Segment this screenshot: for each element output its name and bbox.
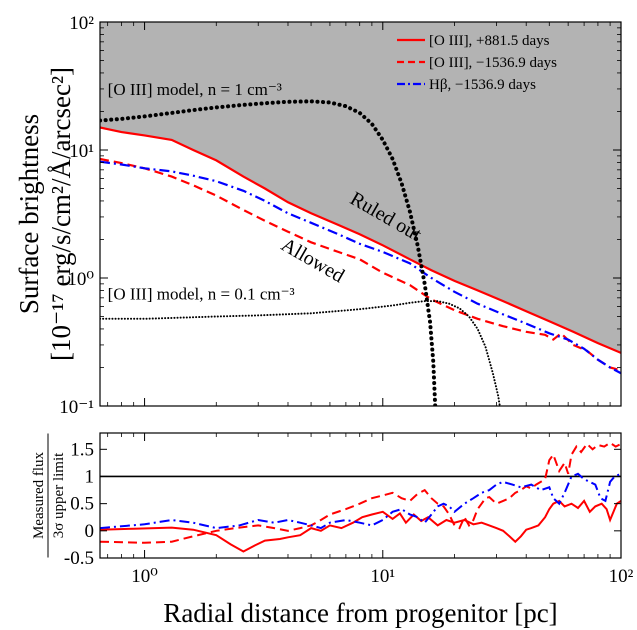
series-line-3 [100,99,438,406]
bot-ytick-label: 0 [85,521,95,542]
bot-xtick-label: 10⁰ [131,566,158,587]
series-line-4 [100,300,501,406]
ruled-out-region [100,22,621,353]
bottom-ylabel-numerator: Measured flux [31,451,47,539]
top-ytick-label: 10² [69,13,94,34]
bottom-ylabel-fraction: Measured flux 3σ upper limit [31,433,67,558]
legend-label-2: Hβ, −1536.9 days [429,77,536,93]
annotation-2: [O III] model, n = 1 cm⁻³ [108,80,282,99]
bot-ytick-label: 0.5 [70,494,94,515]
bot-xtick-label: 10¹ [370,566,395,587]
annotation-3: [O III] model, n = 0.1 cm⁻³ [108,284,295,303]
bot-xtick-label: 10² [609,566,634,587]
legend: [O III], +881.5 days [O III], −1536.9 day… [397,33,557,93]
bottom-axes-frame [99,432,622,559]
bottom-xlabel: Radial distance from progenitor [pc] [163,598,557,628]
top-ytick-label: 10¹ [69,141,94,162]
top-ytick-label: 10⁻¹ [59,397,94,418]
bot-ytick-label: -0.5 [64,548,94,569]
bottom-ylabel-denominator: 3σ upper limit [51,452,67,538]
series-line-2 [100,160,621,375]
bot-ytick-label: 1 [85,466,95,487]
top-ytick-label: 10⁰ [67,269,94,290]
top-axes-frame [99,21,622,407]
top-ylabel-line1: Surface brightness [14,114,44,314]
top-ylabel-line2: [10⁻¹⁷ erg/s/cm²/Å/arcsec²] [46,67,76,361]
ratio-series-line-0 [100,499,621,553]
ratio-series-line-2 [100,472,621,530]
series-line-0 [100,126,621,354]
bot-ytick-label: 1.5 [70,439,94,460]
ratio-series-line-1 [100,441,621,544]
flux-ratio-panel: -0.5 0 0.5 1 1.5 10⁰ 10¹ 10² Radial distance fro… [31,432,634,628]
legend-label-0: [O III], +881.5 days [429,33,550,49]
legend-label-1: [O III], −1536.9 days [429,55,557,71]
bottom-plot-area [100,441,621,553]
top-plot-area [100,22,621,406]
